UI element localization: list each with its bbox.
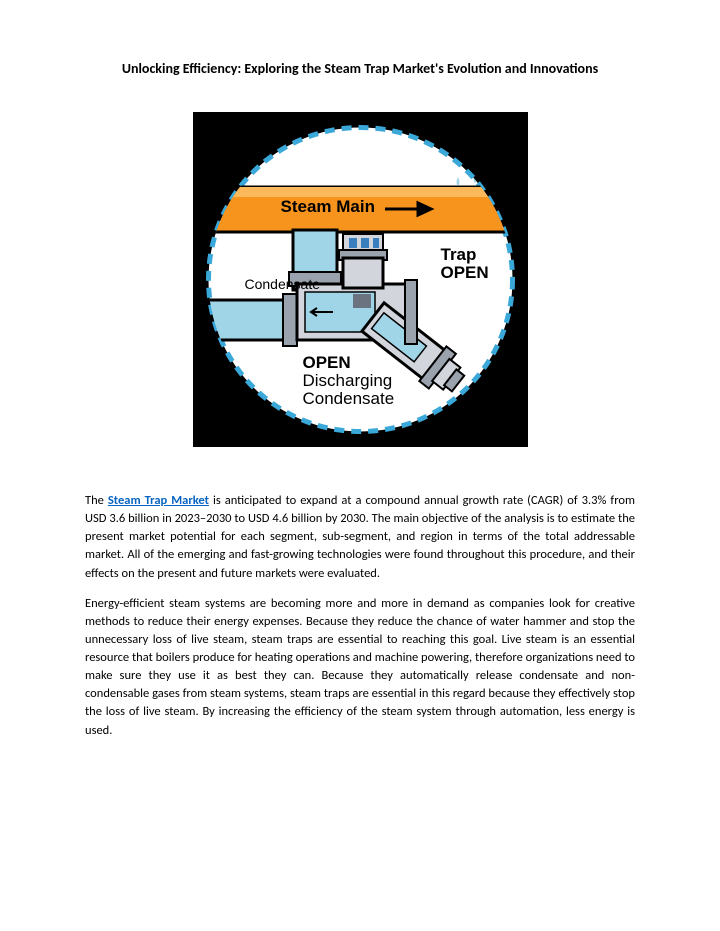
paragraph-2: Energy-efficient steam systems are becom… <box>85 595 635 740</box>
label-steam-main: Steam Main <box>281 198 375 217</box>
paragraph-1: The Steam Trap Market is anticipated to … <box>85 492 635 583</box>
diagram-container: Steam Main Trap OPEN Condensate OPEN Dis… <box>85 112 635 452</box>
label-condensate2: Condensate <box>303 390 395 409</box>
label-discharging: Discharging <box>303 372 393 391</box>
label-open: OPEN <box>303 354 351 373</box>
label-trap: Trap <box>441 246 477 265</box>
label-trap-open: OPEN <box>441 264 489 283</box>
label-condensate: Condensate <box>245 277 321 292</box>
steam-trap-diagram: Steam Main Trap OPEN Condensate OPEN Dis… <box>193 112 528 447</box>
page-title: Unlocking Efficiency: Exploring the Stea… <box>85 60 635 77</box>
para1-pre: The <box>85 493 108 508</box>
steam-trap-market-link[interactable]: Steam Trap Market <box>108 493 209 508</box>
